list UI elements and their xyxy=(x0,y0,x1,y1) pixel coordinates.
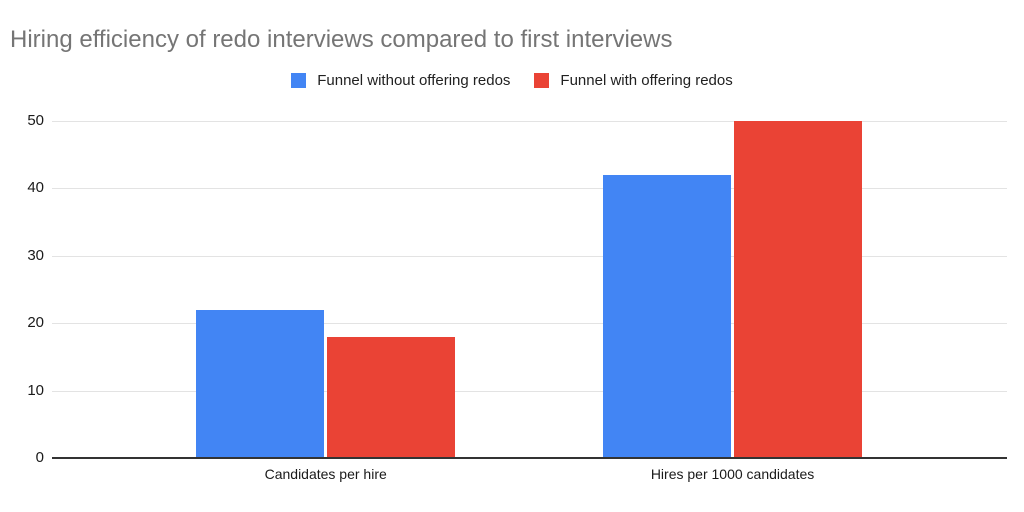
x-axis-category-label: Hires per 1000 candidates xyxy=(650,466,815,482)
legend-label: Funnel without offering redos xyxy=(317,72,511,89)
legend-swatch-red xyxy=(534,73,550,88)
legend-item-funnel-without-redos: Funnel without offering redos xyxy=(291,72,510,89)
gridline xyxy=(52,188,1007,190)
gridline xyxy=(52,121,1007,122)
y-axis-tick-label: 20 xyxy=(27,314,44,332)
y-axis-tick-label: 10 xyxy=(27,381,44,399)
bar-with-redos-1 xyxy=(734,121,863,458)
bar-with-redos-0 xyxy=(327,336,456,458)
x-axis-category-label: Candidates per hire xyxy=(264,466,387,482)
legend-item-funnel-with-redos: Funnel with offering redos xyxy=(534,72,733,89)
legend-label: Funnel with offering redos xyxy=(560,72,733,89)
chart-legend: Funnel without offering redos Funnel wit… xyxy=(0,72,1024,89)
gridline xyxy=(52,323,1007,325)
legend-swatch-blue xyxy=(291,73,307,88)
bar-without-redos-0 xyxy=(196,309,325,458)
bar-without-redos-1 xyxy=(603,174,732,458)
y-axis-tick-label: 50 xyxy=(27,112,44,129)
gridline xyxy=(52,255,1007,257)
y-axis-tick-label: 0 xyxy=(35,449,44,466)
chart-title: Hiring efficiency of redo interviews com… xyxy=(10,26,673,53)
gridline xyxy=(52,390,1007,392)
x-axis-baseline xyxy=(52,457,1007,459)
y-axis-tick-label: 30 xyxy=(27,246,44,264)
y-axis-tick-label: 40 xyxy=(27,179,44,197)
